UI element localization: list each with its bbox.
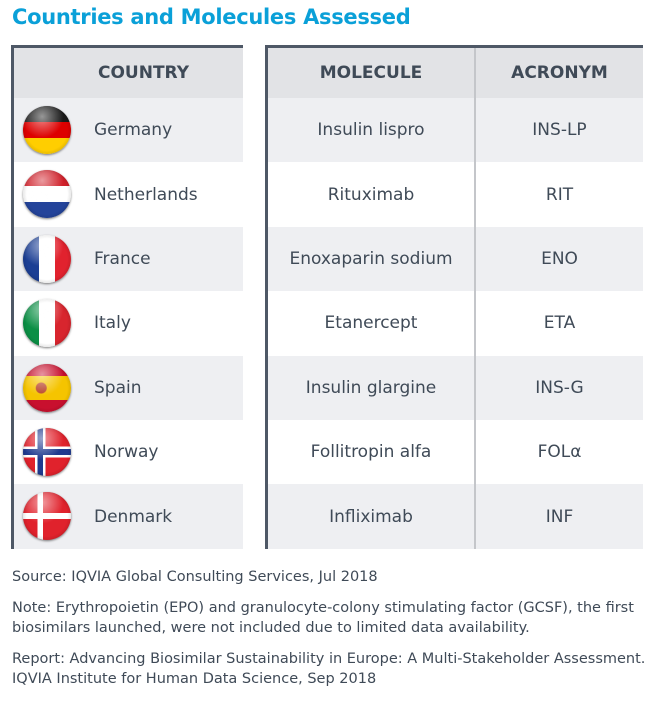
- country-table: COUNTRY Germany Netherlands France Italy Spa…: [11, 45, 243, 549]
- molecule-row: Enoxaparin sodium ENO: [268, 226, 643, 292]
- molecule-row: Infliximab INF: [268, 484, 643, 549]
- denmark-flag-icon: [23, 492, 71, 541]
- molecule-header: MOLECULE ACRONYM: [268, 48, 643, 98]
- country-row: Italy: [14, 291, 243, 356]
- spain-flag-icon: [23, 363, 71, 412]
- country-name: Denmark: [94, 506, 173, 527]
- molecule-column-header: MOLECULE: [268, 48, 476, 98]
- country-row: France: [14, 226, 243, 292]
- germany-flag-icon: [23, 106, 71, 154]
- page-title: Countries and Molecules Assessed: [12, 5, 411, 29]
- molecule-acronym: RIT: [545, 184, 574, 205]
- country-row: Spain: [14, 355, 243, 420]
- country-name: Netherlands: [94, 184, 198, 205]
- country-name: Spain: [94, 377, 142, 398]
- france-flag-icon: [23, 234, 71, 283]
- molecule-acronym: ETA: [543, 313, 576, 334]
- note-text: Note: Erythropoietin (EPO) and granulocy…: [12, 600, 634, 636]
- source-text: Source: IQVIA Global Consulting Services…: [12, 569, 378, 585]
- molecule-name: Insulin glargine: [268, 355, 476, 420]
- molecule-name: Enoxaparin sodium: [268, 226, 476, 292]
- acronym-column-header: ACRONYM: [511, 63, 608, 83]
- report-text: Report: Advancing Biosimilar Sustainabil…: [12, 651, 646, 687]
- molecule-name: Etanercept: [268, 291, 476, 356]
- molecule-row: Etanercept ETA: [268, 291, 643, 356]
- country-name: Norway: [94, 442, 159, 463]
- molecule-acronym: FOLα: [537, 442, 582, 463]
- molecule-acronym: INS-G: [535, 377, 584, 398]
- molecule-row: Rituximab RIT: [268, 162, 643, 227]
- country-row: Denmark: [14, 484, 243, 549]
- country-name: Italy: [94, 313, 131, 334]
- molecule-name: Insulin lispro: [268, 98, 476, 163]
- molecule-name: Infliximab: [268, 484, 476, 549]
- norway-flag-icon: [23, 427, 71, 476]
- molecule-acronym: ENO: [541, 248, 578, 269]
- country-column-header: COUNTRY: [97, 63, 190, 83]
- molecule-acronym: INF: [545, 506, 574, 527]
- molecule-name: Rituximab: [268, 162, 476, 227]
- molecule-name: Follitropin alfa: [268, 419, 476, 485]
- netherlands-flag-icon: [23, 170, 71, 219]
- molecule-acronym: INS-LP: [532, 120, 587, 141]
- country-row: Netherlands: [14, 162, 243, 227]
- molecule-row: Follitropin alfa FOLα: [268, 419, 643, 485]
- country-row: Norway: [14, 419, 243, 485]
- molecule-table: MOLECULE ACRONYM Insulin lispro INS-LP Rit…: [265, 45, 643, 549]
- country-name: France: [94, 248, 151, 269]
- molecule-row: Insulin lispro INS-LP: [268, 98, 643, 163]
- country-header: COUNTRY: [14, 48, 243, 98]
- country-row: Germany: [14, 98, 243, 163]
- country-name: Germany: [94, 120, 173, 141]
- italy-flag-icon: [23, 299, 71, 348]
- molecule-row: Insulin glargine INS-G: [268, 355, 643, 420]
